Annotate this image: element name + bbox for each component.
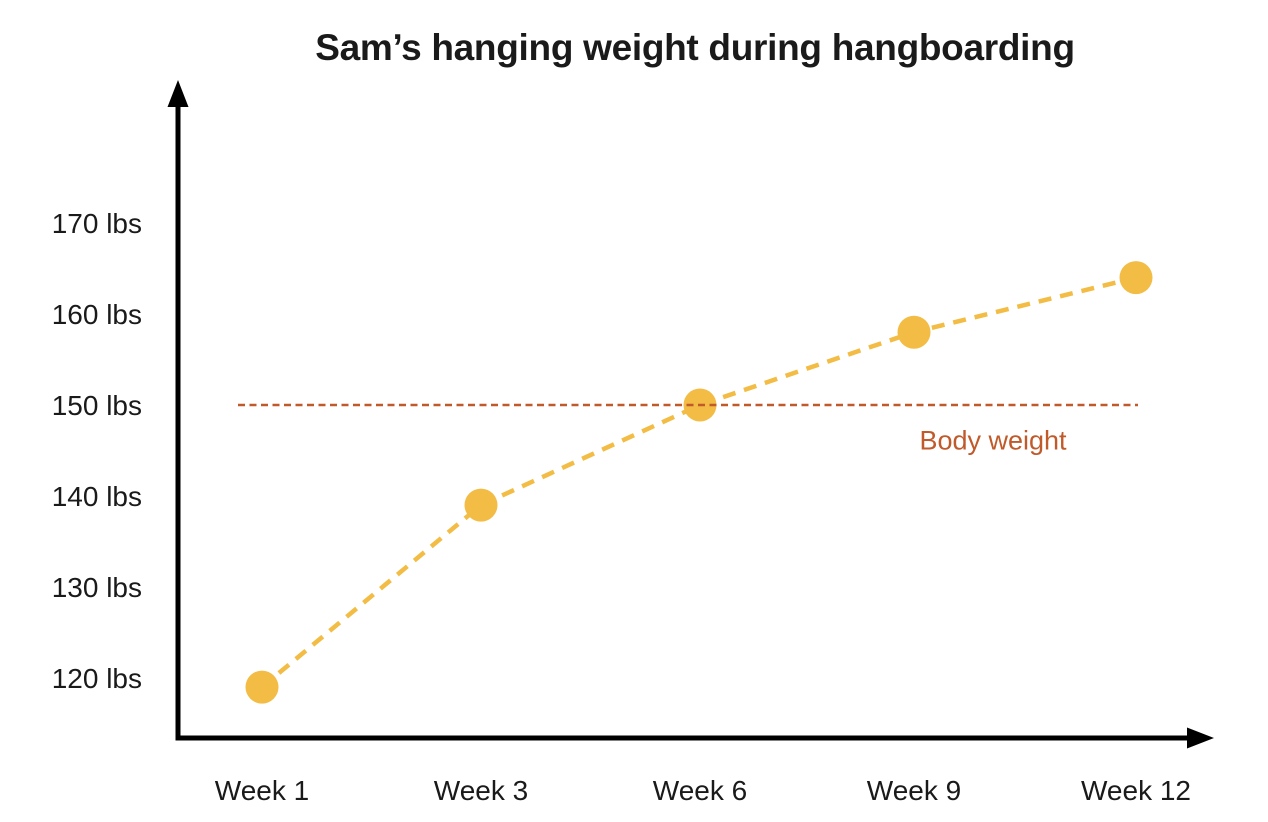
body-weight-annotation: Body weight	[238, 403, 1138, 455]
data-point-marker	[1119, 261, 1153, 295]
y-tick-label: 170 lbs	[52, 208, 142, 239]
x-axis	[175, 727, 1214, 749]
x-tick-label: Week 12	[1081, 775, 1191, 806]
y-tick-label: 120 lbs	[52, 663, 142, 694]
x-tick-label: Week 6	[653, 775, 747, 806]
y-axis-tick-labels: 170 lbs 160 lbs 150 lbs 140 lbs 130 lbs 120 l…	[52, 208, 142, 694]
x-tick-label: Week 3	[434, 775, 528, 806]
body-weight-label: Body weight	[919, 425, 1067, 455]
y-axis	[167, 80, 189, 740]
chart-title: Sam’s hanging weight during hangboarding	[315, 27, 1075, 68]
x-axis-arrow-icon	[1187, 727, 1214, 749]
x-tick-label: Week 1	[215, 775, 309, 806]
y-tick-label: 130 lbs	[52, 572, 142, 603]
x-axis-tick-labels: Week 1 Week 3 Week 6 Week 9 Week 12	[215, 775, 1191, 806]
hanging-weight-series	[245, 261, 1153, 704]
y-tick-label: 150 lbs	[52, 390, 142, 421]
data-point-marker	[897, 315, 931, 349]
y-axis-arrow-icon	[167, 80, 189, 107]
x-tick-label: Week 9	[867, 775, 961, 806]
y-tick-label: 140 lbs	[52, 481, 142, 512]
data-point-marker	[464, 488, 498, 522]
y-tick-label: 160 lbs	[52, 299, 142, 330]
series-line	[260, 275, 1137, 689]
data-point-marker	[245, 670, 279, 704]
